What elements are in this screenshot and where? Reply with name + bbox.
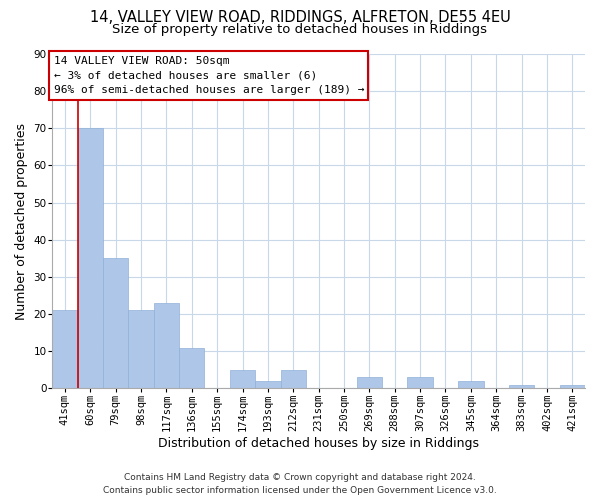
Bar — [407, 377, 433, 388]
Bar — [281, 370, 306, 388]
Bar — [77, 128, 103, 388]
Bar — [509, 384, 534, 388]
Bar — [103, 258, 128, 388]
Text: 14, VALLEY VIEW ROAD, RIDDINGS, ALFRETON, DE55 4EU: 14, VALLEY VIEW ROAD, RIDDINGS, ALFRETON… — [89, 10, 511, 25]
Bar — [230, 370, 255, 388]
Bar — [255, 381, 281, 388]
Text: Contains HM Land Registry data © Crown copyright and database right 2024.
Contai: Contains HM Land Registry data © Crown c… — [103, 474, 497, 495]
Text: Size of property relative to detached houses in Riddings: Size of property relative to detached ho… — [113, 22, 487, 36]
Bar — [52, 310, 77, 388]
Text: 14 VALLEY VIEW ROAD: 50sqm
← 3% of detached houses are smaller (6)
96% of semi-d: 14 VALLEY VIEW ROAD: 50sqm ← 3% of detac… — [53, 56, 364, 96]
Bar — [356, 377, 382, 388]
Y-axis label: Number of detached properties: Number of detached properties — [15, 122, 28, 320]
X-axis label: Distribution of detached houses by size in Riddings: Distribution of detached houses by size … — [158, 437, 479, 450]
Bar — [154, 303, 179, 388]
Bar — [458, 381, 484, 388]
Bar — [128, 310, 154, 388]
Bar — [179, 348, 205, 389]
Bar — [560, 384, 585, 388]
